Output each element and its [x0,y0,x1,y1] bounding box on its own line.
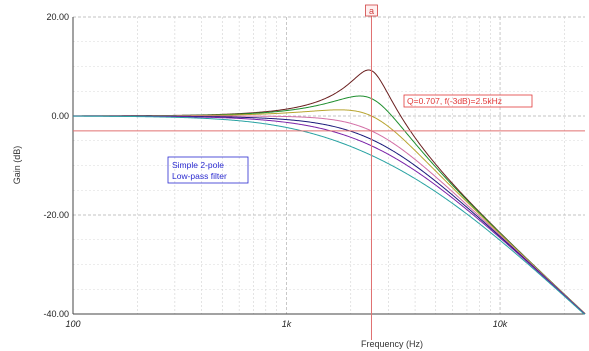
cursor-marker-label: a [369,6,374,16]
q-annotation-box: Q=0.707, f(-3dB)=2.5kHz [403,94,533,108]
series-line-7 [73,115,586,315]
x-tick-label: 1k [282,319,292,329]
overlay-layer: a [73,4,585,340]
minor-grid [73,17,585,314]
y-tick-label: -40.00 [43,309,69,319]
y-tick-label: 0.00 [51,111,69,121]
series-layer [72,69,586,315]
filter-note-box: Simple 2-pole Low-pass filter [167,156,249,184]
x-axis-label: Frequency (Hz) [361,339,423,349]
filter-note-line-1: Simple 2-pole [172,160,224,170]
y-tick-label: -20.00 [43,210,69,220]
series-line-3 [72,109,586,315]
filter-note-line-2: Low-pass filter [172,171,227,181]
cursor-marker-box [365,4,378,17]
series-line-1 [72,69,586,314]
x-tick-label: 10k [493,319,508,329]
q-annotation-text: Q=0.707, f(-3dB)=2.5kHz [407,96,502,106]
series-line-2 [73,95,586,315]
y-axis-label: Gain (dB) [12,146,22,185]
x-tick-label: 100 [65,319,80,329]
y-tick-label: 20.00 [46,12,69,22]
